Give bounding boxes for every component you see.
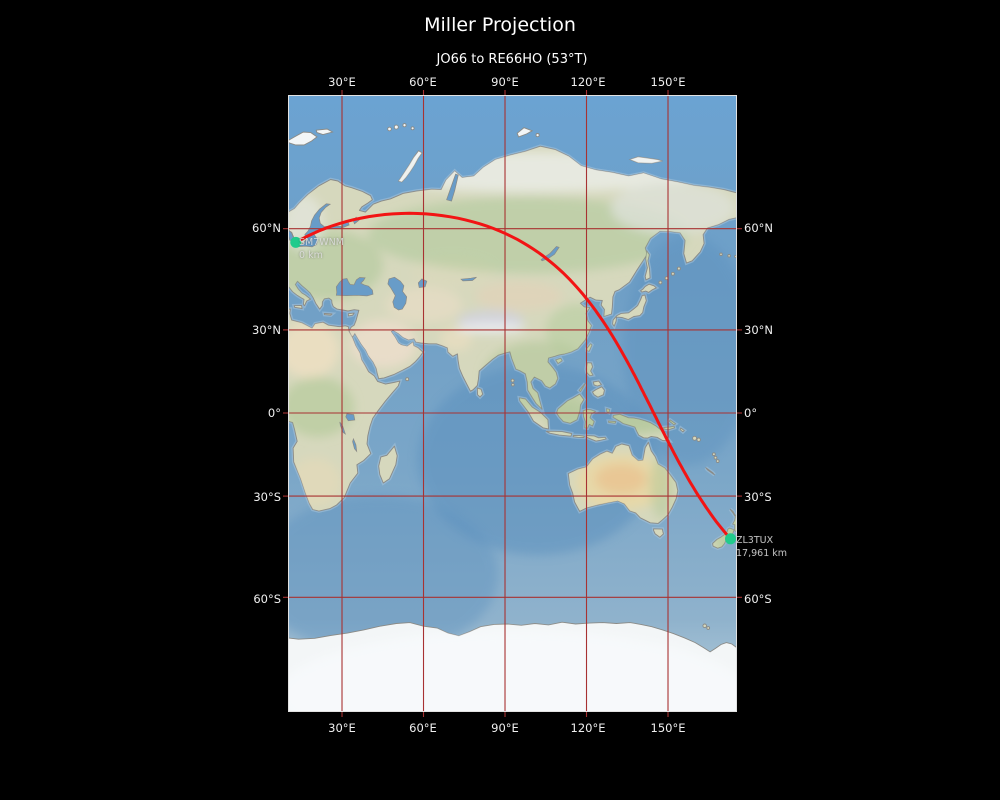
axes-spine bbox=[288, 95, 737, 712]
tick-label-top-60e: 60°E bbox=[409, 75, 437, 89]
tick-label-bottom-120e: 120°E bbox=[570, 721, 606, 735]
end-marker bbox=[725, 533, 736, 545]
tick-label-right-30n: 30°N bbox=[744, 323, 773, 337]
tick-label-top-90e: 90°E bbox=[491, 75, 519, 89]
end-distance: 17,961 km bbox=[736, 548, 788, 559]
tick-label-right-0: 0° bbox=[744, 406, 758, 420]
tick-label-left-60s: 60°S bbox=[253, 592, 281, 606]
tick-label-bottom-60e: 60°E bbox=[409, 721, 437, 735]
tick-label-right-60n: 60°N bbox=[744, 221, 773, 235]
tick-label-bottom-150e: 150°E bbox=[650, 721, 686, 735]
great-circle-route bbox=[294, 211, 732, 541]
map-layers bbox=[288, 95, 737, 712]
tick-label-top-120e: 120°E bbox=[570, 75, 606, 89]
end-callsign: ZL3TUX bbox=[736, 535, 774, 546]
map-canvas bbox=[283, 90, 742, 717]
start-distance: 0 km bbox=[299, 250, 323, 261]
tick-label-top-150e: 150°E bbox=[650, 75, 686, 89]
start-callsign: SM7WNM bbox=[299, 237, 344, 248]
tick-label-left-30s: 30°S bbox=[253, 490, 281, 504]
tick-label-right-30s: 30°S bbox=[744, 490, 772, 504]
marker-label-end: ZL3TUX 17,961 km bbox=[736, 534, 787, 560]
tick-label-left-0: 0° bbox=[267, 406, 281, 420]
tick-label-bottom-30e: 30°E bbox=[328, 721, 356, 735]
start-marker bbox=[290, 236, 302, 248]
page-title: Miller Projection bbox=[424, 14, 576, 36]
graticule bbox=[288, 95, 737, 712]
tick-label-bottom-90e: 90°E bbox=[491, 721, 519, 735]
tick-label-left-30n: 30°N bbox=[252, 323, 281, 337]
subtitle: JO66 to RE66HO (53°T) bbox=[436, 52, 588, 67]
tick-label-top-30e: 30°E bbox=[328, 75, 356, 89]
marker-label-start: SM7WNM 0 km bbox=[299, 236, 344, 262]
tick-label-right-60s: 60°S bbox=[744, 592, 772, 606]
grid-ticks bbox=[283, 90, 742, 717]
tick-label-left-60n: 60°N bbox=[252, 221, 281, 235]
